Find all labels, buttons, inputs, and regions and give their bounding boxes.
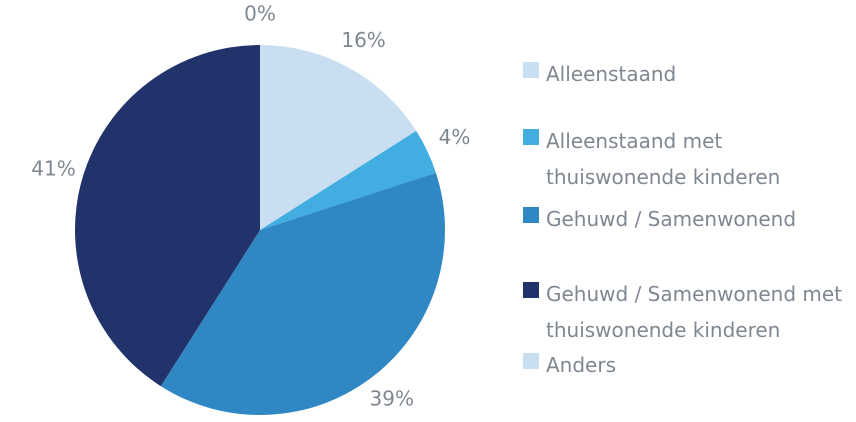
legend-swatch <box>523 282 539 298</box>
pie-area: 16% 4% 39% 41% 0% <box>31 2 471 415</box>
pie-slice <box>260 45 417 230</box>
data-label: 39% <box>370 386 414 410</box>
data-label: 0% <box>244 2 276 26</box>
pie-slice <box>160 172 445 415</box>
legend-label: Gehuwd / Samenwonend <box>546 207 797 231</box>
legend-item: Anders <box>523 347 856 383</box>
pie-slice <box>260 130 436 230</box>
legend-label: Anders <box>546 353 616 377</box>
legend-label: Alleenstaand met thuiswonende kinderen <box>546 129 781 189</box>
data-label: 4% <box>439 125 471 149</box>
legend-item: Gehuwd / Samenwonend <box>523 201 856 237</box>
legend-label: Gehuwd / Samenwonend met thuiswonende ki… <box>546 282 843 342</box>
data-label: 41% <box>31 157 75 181</box>
legend-swatch <box>523 129 539 145</box>
data-label: 16% <box>341 28 385 52</box>
legend-item: Alleenstaand <box>523 56 856 92</box>
legend-swatch <box>523 207 539 223</box>
legend-swatch <box>523 353 539 369</box>
legend-label: Alleenstaand <box>546 62 677 86</box>
legend-item: Gehuwd / Samenwonend met thuiswonende ki… <box>523 276 856 348</box>
legend-item: Alleenstaand met thuiswonende kinderen <box>523 123 856 195</box>
pie-slice <box>74 45 260 387</box>
legend-swatch <box>523 62 539 78</box>
